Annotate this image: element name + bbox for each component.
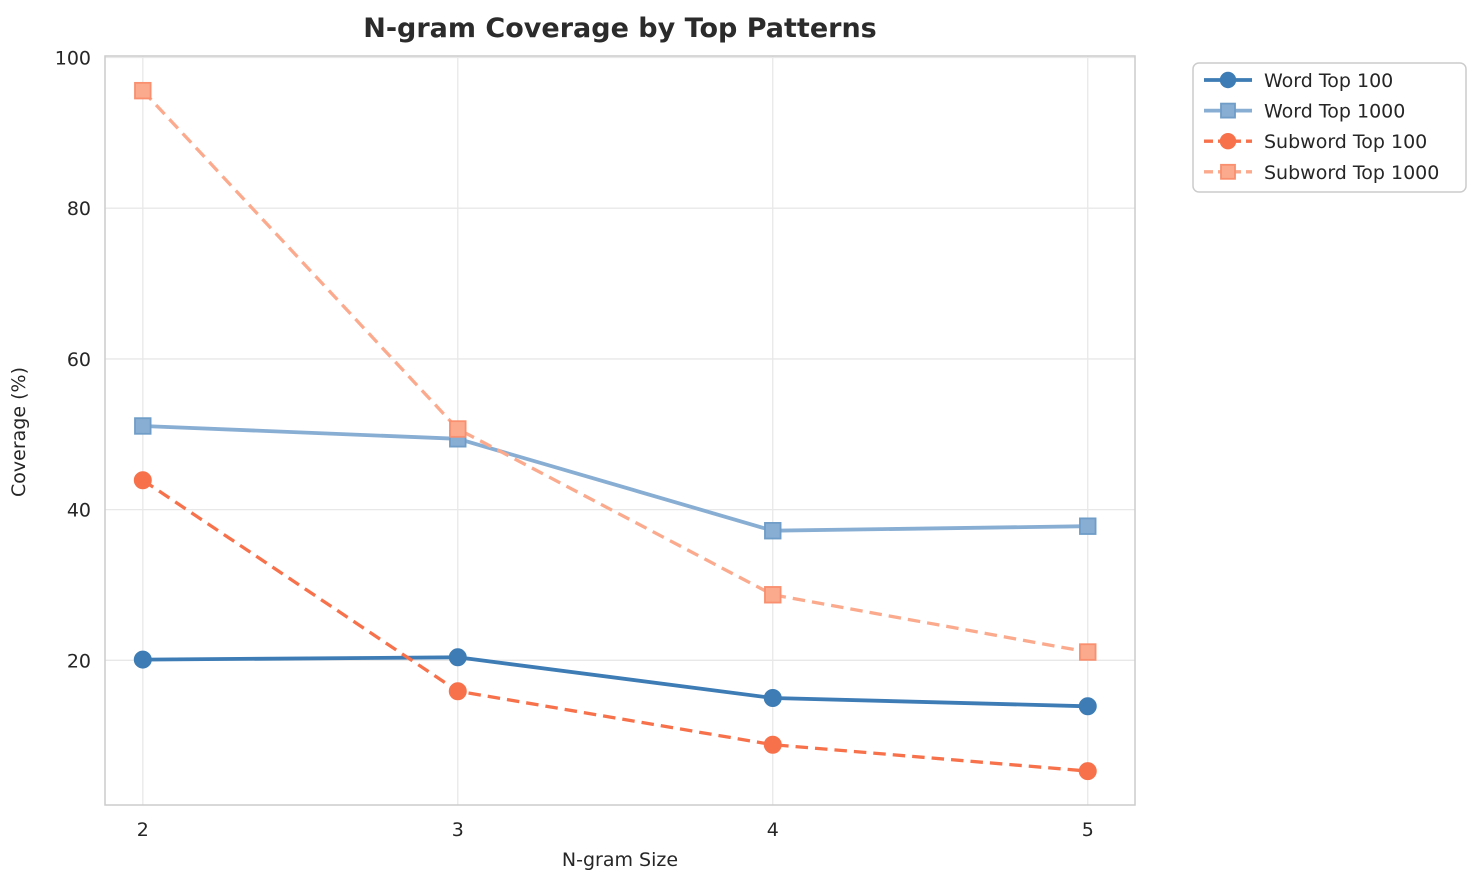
legend-item-subword-top-100: Subword Top 100 <box>1204 131 1427 153</box>
legend: Word Top 100 Word Top 1000 Subword Top 100… <box>1192 62 1467 193</box>
x-tick-label: 2 <box>137 819 149 841</box>
legend-marker-circle <box>1219 132 1237 150</box>
data-point-word-top-100 <box>448 648 467 667</box>
legend-marker-square <box>1220 163 1236 180</box>
data-point-word-top-1000 <box>764 522 782 540</box>
data-point-subword-top-1000 <box>764 586 782 604</box>
legend-marker-square <box>1220 102 1236 119</box>
series-line-word-top-1000 <box>142 424 1088 533</box>
y-tick-label: 40 <box>67 500 91 522</box>
data-point-subword-top-1000 <box>1079 643 1097 661</box>
plot-area: 20 40 60 80 100 2 3 4 5 <box>55 48 1136 841</box>
legend-item-word-top-100: Word Top 100 <box>1204 70 1393 92</box>
series-line-subword-top-1000 <box>141 89 1089 654</box>
data-point-subword-top-1000 <box>449 420 467 438</box>
y-tick-label: 60 <box>67 349 91 371</box>
legend-item-word-top-1000: Word Top 1000 <box>1204 101 1405 123</box>
data-point-word-top-100 <box>763 688 782 707</box>
data-point-subword-top-100 <box>448 682 467 701</box>
x-tick-label: 3 <box>452 819 464 841</box>
data-point-word-top-1000 <box>134 417 152 435</box>
data-point-subword-top-100 <box>1078 762 1097 781</box>
legend-item-subword-top-1000: Subword Top 1000 <box>1204 162 1439 184</box>
plot-border <box>104 55 1136 806</box>
y-tick-label: 100 <box>55 48 91 70</box>
data-point-subword-top-100 <box>763 735 782 754</box>
legend-label: Word Top 100 <box>1264 70 1393 92</box>
x-tick-label: 4 <box>767 819 779 841</box>
data-point-subword-top-1000 <box>134 81 152 100</box>
legend-marker-circle <box>1219 71 1237 89</box>
series-line-word-top-100 <box>142 655 1088 709</box>
data-point-word-top-100 <box>133 650 152 669</box>
y-axis-label: Coverage (%) <box>8 367 30 497</box>
chart-title: N-gram Coverage by Top Patterns <box>363 13 877 44</box>
legend-label: Word Top 1000 <box>1264 101 1405 123</box>
legend-box <box>1192 62 1467 193</box>
data-point-word-top-1000 <box>1079 517 1097 535</box>
y-tick-label: 80 <box>67 198 91 220</box>
legend-label: Subword Top 100 <box>1264 131 1427 153</box>
series-line-subword-top-100 <box>141 478 1088 773</box>
legend-label: Subword Top 1000 <box>1264 162 1439 184</box>
y-tick-label: 20 <box>67 650 91 672</box>
x-tick-label: 5 <box>1082 819 1094 841</box>
data-point-word-top-100 <box>1078 697 1097 716</box>
data-point-subword-top-100 <box>133 471 152 490</box>
x-axis-label: N-gram Size <box>562 849 678 871</box>
